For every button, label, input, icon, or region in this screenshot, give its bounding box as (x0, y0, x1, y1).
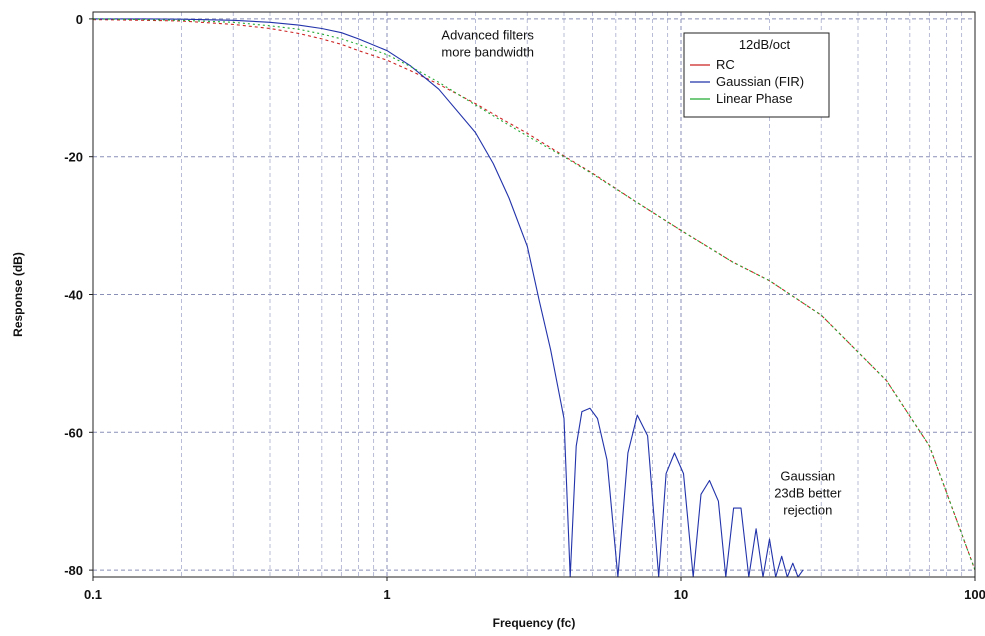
grid (93, 12, 975, 577)
x-tick-label: 0.1 (84, 587, 102, 602)
annotation-text: Advanced filters more bandwidth (441, 28, 534, 60)
annotation-line: 23dB better (774, 486, 842, 501)
annotation-line: more bandwidth (441, 45, 534, 60)
y-tick-label: 0 (76, 12, 83, 27)
series-line-gaussian-fir (93, 18, 804, 578)
annotation-line: Advanced filters (441, 28, 534, 43)
y-tick-label: -40 (64, 288, 83, 303)
annotation-line: Gaussian (780, 469, 835, 484)
series-line-linear-phase (92, 18, 976, 571)
legend-entry-label: Linear Phase (716, 91, 793, 106)
y-tick-label: -80 (64, 563, 83, 578)
y-tick-label: -60 (64, 425, 83, 440)
legend-entries: RC Gaussian (FIR) Linear Phase (690, 57, 804, 106)
x-tick-label: 1 (383, 587, 390, 602)
y-tick-label: -20 (64, 150, 83, 165)
annotation-line: rejection (783, 503, 832, 518)
x-axis-title: Frequency (fc) (493, 616, 576, 630)
legend-entry-label: Gaussian (FIR) (716, 74, 804, 89)
legend: 12dB/oct RC Gaussian (FIR) Linear Phase (683, 32, 830, 118)
legend-title: 12dB/oct (739, 37, 791, 52)
x-tick-label: 100 (964, 587, 985, 602)
x-tick-label: 10 (674, 587, 688, 602)
series-layer (92, 18, 976, 578)
y-axis-title: Response (dB) (11, 252, 25, 337)
annotations: Advanced filters more bandwidth Gaussian 23… (441, 28, 842, 518)
legend-box (683, 32, 830, 118)
series-line-rc (92, 19, 976, 571)
annotation-text: Gaussian 23dB better rejection (774, 469, 842, 518)
tick-labels: 0.1 1 10 100 0 -20 -40 -60 -80 (64, 12, 985, 602)
legend-entry-label: RC (716, 57, 735, 72)
